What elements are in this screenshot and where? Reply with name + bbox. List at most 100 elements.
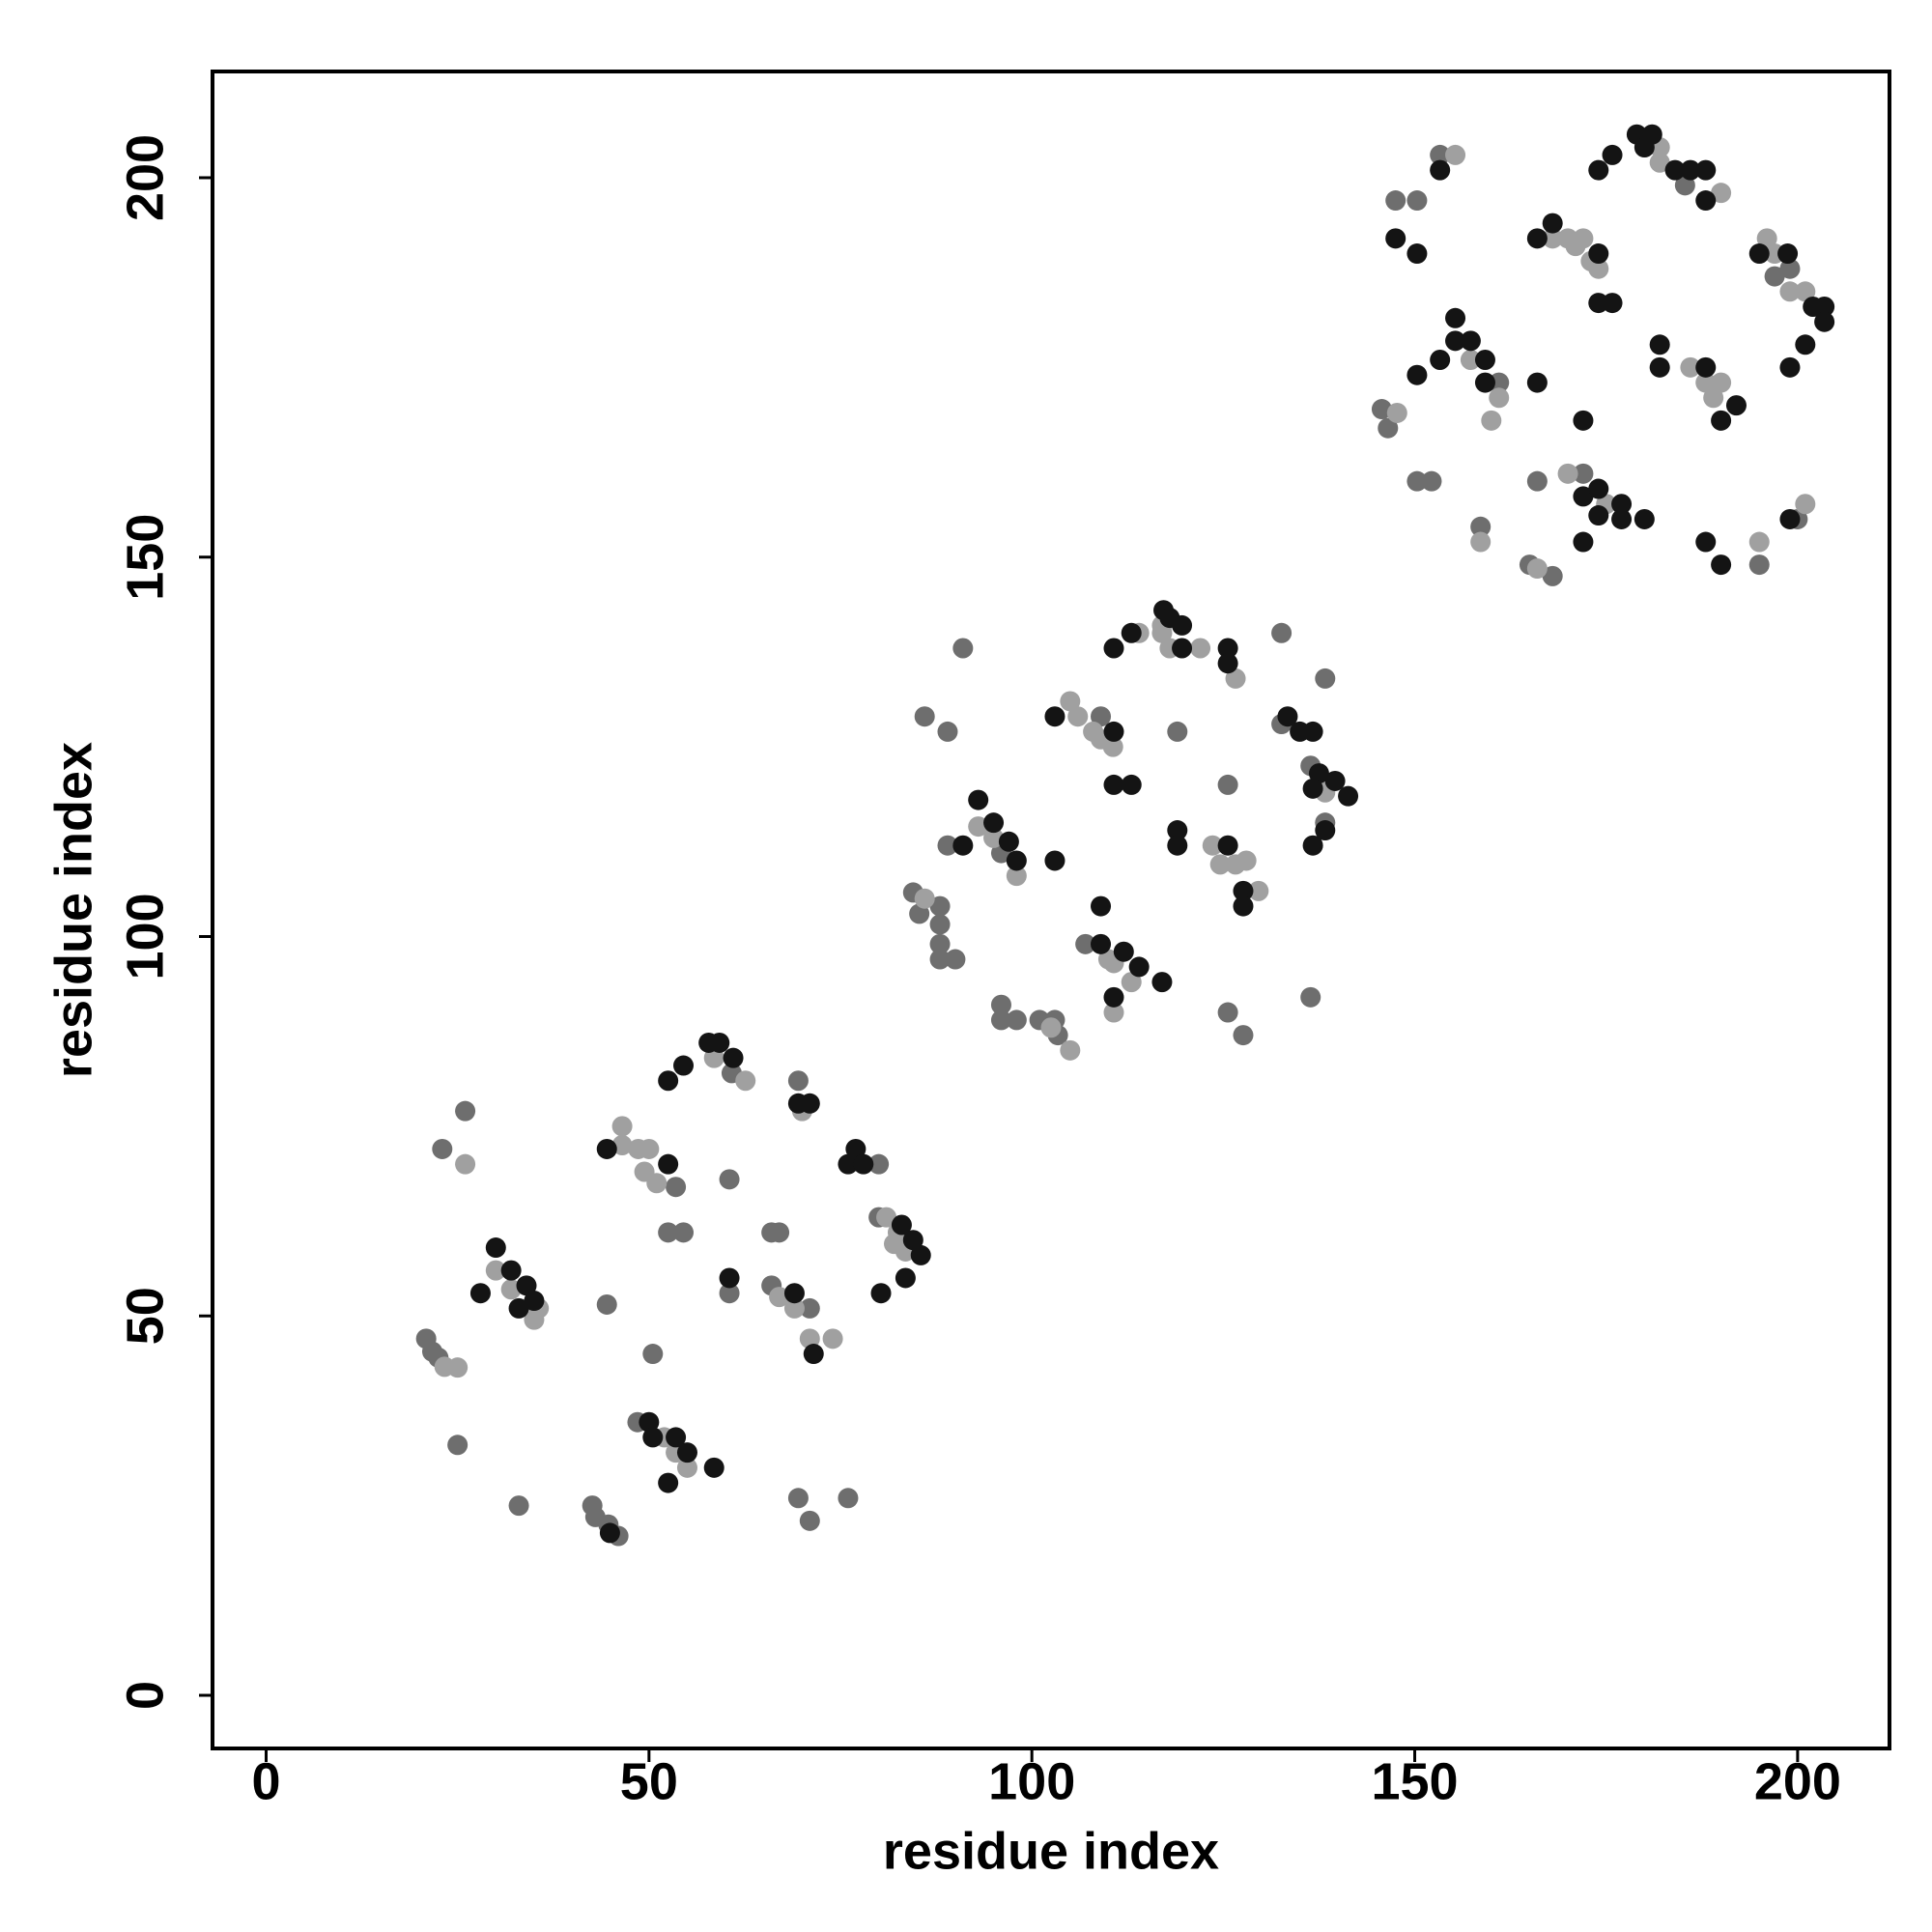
point — [1649, 334, 1670, 355]
point — [1040, 1017, 1062, 1038]
point — [1588, 478, 1609, 499]
point — [799, 1510, 820, 1531]
point — [1006, 1009, 1027, 1031]
point — [1481, 410, 1502, 431]
point — [891, 1214, 912, 1236]
point — [870, 1283, 892, 1304]
point — [1091, 706, 1112, 727]
y-tick-label: 200 — [116, 134, 174, 221]
point — [1277, 706, 1298, 727]
point — [1217, 835, 1238, 856]
point — [783, 1297, 805, 1319]
point — [485, 1237, 506, 1259]
point — [1542, 565, 1563, 586]
point — [1067, 706, 1089, 727]
point — [1103, 1002, 1124, 1023]
point — [1588, 258, 1609, 279]
point — [1711, 410, 1732, 431]
point — [646, 1173, 668, 1194]
point — [1406, 364, 1428, 385]
point — [1795, 281, 1816, 302]
point — [799, 1093, 820, 1114]
point — [929, 933, 951, 954]
point — [983, 827, 1005, 848]
point — [676, 1457, 697, 1478]
point — [1406, 190, 1428, 212]
point — [1695, 356, 1717, 378]
point — [1430, 159, 1451, 181]
point — [902, 1230, 923, 1251]
point — [1151, 622, 1173, 643]
point — [1103, 638, 1124, 659]
point — [914, 888, 935, 909]
point — [1103, 721, 1124, 742]
point — [1406, 243, 1428, 265]
point — [676, 1442, 697, 1463]
point — [447, 1435, 469, 1456]
point — [1474, 372, 1495, 393]
point — [719, 1283, 740, 1304]
point — [455, 1153, 476, 1175]
point — [658, 1153, 679, 1175]
point — [1703, 387, 1724, 409]
y-tick-label: 100 — [116, 893, 174, 980]
point — [1386, 402, 1407, 423]
point — [910, 1244, 931, 1265]
point — [1128, 956, 1150, 978]
point — [1044, 706, 1065, 727]
point — [1172, 638, 1193, 659]
point — [1695, 159, 1717, 181]
point — [1167, 835, 1188, 856]
point — [1091, 933, 1112, 954]
point — [1695, 372, 1717, 393]
point — [447, 1357, 469, 1378]
point — [952, 638, 974, 659]
point — [1406, 470, 1428, 492]
point — [1756, 228, 1777, 249]
point — [1748, 531, 1770, 553]
point — [455, 1100, 476, 1122]
point — [1217, 774, 1238, 795]
point — [1725, 395, 1747, 416]
point — [1421, 470, 1442, 492]
point — [1470, 516, 1492, 537]
point — [1006, 866, 1027, 887]
point — [611, 1135, 633, 1156]
point — [1602, 293, 1623, 314]
point — [1430, 144, 1451, 165]
point — [1233, 895, 1254, 917]
point — [1172, 614, 1193, 636]
point — [1315, 668, 1336, 689]
point — [500, 1260, 522, 1281]
point — [822, 1328, 843, 1350]
point — [929, 914, 951, 935]
point — [642, 1344, 664, 1365]
point — [516, 1275, 537, 1296]
point — [1664, 159, 1686, 181]
point — [1460, 349, 1481, 370]
point — [1302, 721, 1323, 742]
x-tick-label: 150 — [1371, 1752, 1458, 1810]
point — [1565, 236, 1586, 257]
point — [1217, 653, 1238, 674]
y-tick-label: 0 — [116, 1681, 174, 1710]
point — [990, 994, 1011, 1015]
point — [1385, 190, 1406, 212]
point — [432, 1138, 453, 1159]
point — [1764, 266, 1785, 287]
point — [1680, 159, 1701, 181]
point — [838, 1153, 859, 1175]
point — [1385, 228, 1406, 249]
point — [1814, 311, 1835, 332]
point — [1611, 508, 1633, 529]
point — [1060, 691, 1081, 712]
point — [596, 1138, 617, 1159]
point — [1121, 774, 1142, 795]
point — [1460, 330, 1481, 352]
point — [1233, 880, 1254, 901]
point — [1711, 183, 1732, 204]
point — [1526, 558, 1548, 580]
point — [611, 1116, 633, 1137]
point — [1795, 334, 1816, 355]
point — [937, 835, 958, 856]
